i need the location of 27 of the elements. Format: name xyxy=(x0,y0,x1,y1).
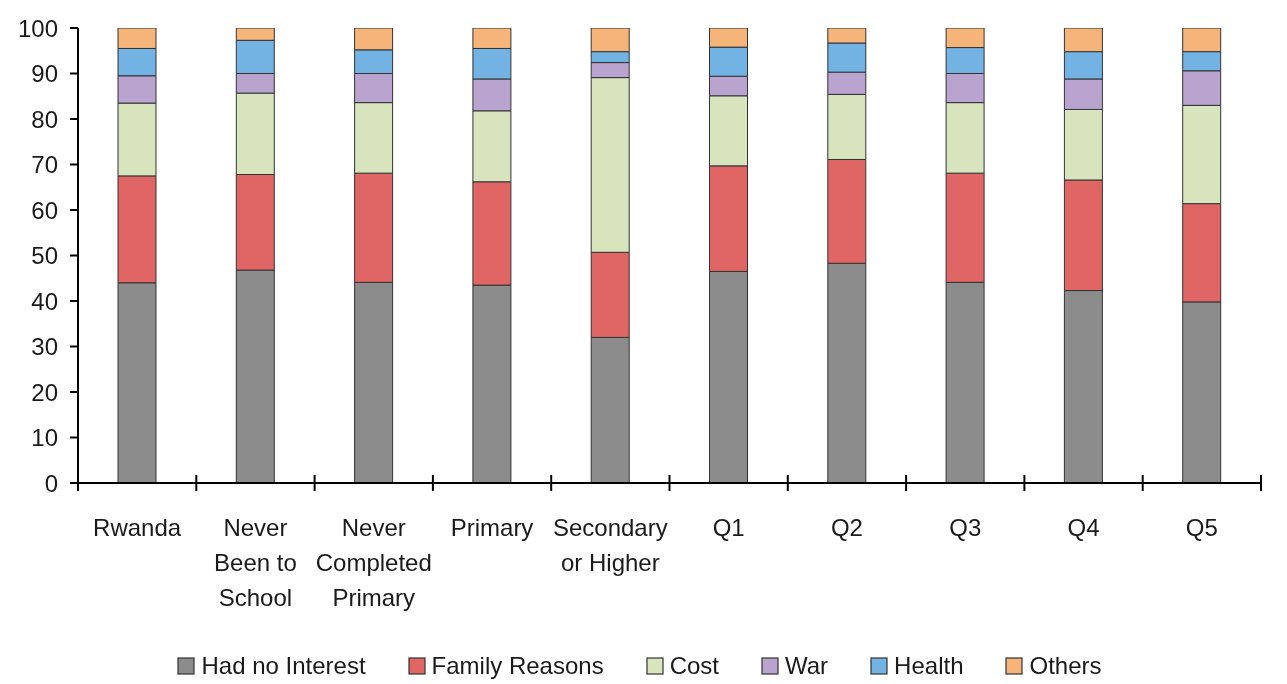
y-tick-label: 20 xyxy=(31,378,58,406)
y-tick-label: 50 xyxy=(31,242,58,270)
x-tick-label: Q4 xyxy=(1067,514,1100,542)
x-tick-label: Rwanda xyxy=(93,514,182,542)
x-tick-label: Secondary or Higher xyxy=(552,514,668,576)
legend-label: Health xyxy=(894,652,964,680)
y-tick-label: 70 xyxy=(31,151,58,179)
x-tick-label: Q1 xyxy=(712,514,745,542)
x-tick-label: Q5 xyxy=(1185,514,1218,542)
y-tick-label: 80 xyxy=(31,105,58,133)
y-tick-label: 90 xyxy=(31,60,58,88)
x-tick-label: Never Completed Primary xyxy=(315,514,432,611)
x-tick-label: Primary xyxy=(450,514,534,542)
x-tick-label: Q3 xyxy=(949,514,982,542)
x-tick-label: Q2 xyxy=(830,514,863,542)
legend-label: Had no Interest xyxy=(201,652,366,680)
y-tick-label: 10 xyxy=(31,424,58,452)
legend-label: Family Reasons xyxy=(431,652,604,680)
y-tick-label: 60 xyxy=(31,196,58,224)
y-tick-label: 40 xyxy=(31,287,58,315)
y-tick-label: 0 xyxy=(44,469,58,497)
y-tick-label: 30 xyxy=(31,333,58,361)
y-tick-label: 100 xyxy=(17,14,58,42)
legend-label: War xyxy=(785,652,829,680)
legend-label: Others xyxy=(1029,652,1102,680)
legend-label: Cost xyxy=(669,652,719,680)
x-tick-label: Never Been to School xyxy=(214,514,297,611)
